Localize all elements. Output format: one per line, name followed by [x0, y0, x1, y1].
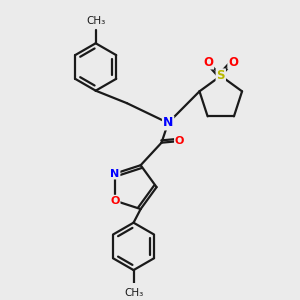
- Text: CH₃: CH₃: [124, 288, 143, 298]
- Text: N: N: [163, 116, 173, 129]
- Text: N: N: [110, 169, 119, 178]
- Text: O: O: [203, 56, 213, 68]
- Text: O: O: [110, 196, 120, 206]
- Text: O: O: [228, 56, 238, 68]
- Text: O: O: [175, 136, 184, 146]
- Text: CH₃: CH₃: [86, 16, 105, 26]
- Text: S: S: [217, 69, 225, 82]
